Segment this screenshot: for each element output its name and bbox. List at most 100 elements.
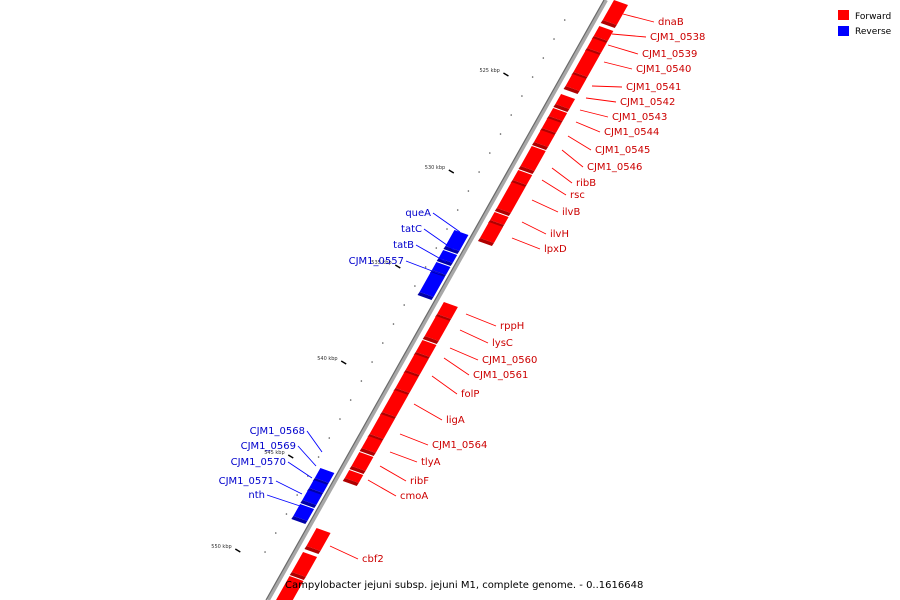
gene-label-leader bbox=[389, 451, 418, 463]
spacing-dot bbox=[296, 494, 298, 496]
gene-block bbox=[573, 50, 600, 77]
gene-label-leader bbox=[432, 212, 461, 233]
forward-gene-label: cmoA bbox=[400, 491, 428, 502]
forward-gene-label: CJM1_0544 bbox=[604, 127, 659, 138]
gene-label-leader bbox=[423, 228, 455, 251]
reverse-gene-label: CJM1_0568 bbox=[250, 426, 305, 437]
gene-label-leader bbox=[541, 179, 567, 196]
forward-gene-label: rppH bbox=[500, 321, 524, 332]
spacing-dot bbox=[328, 437, 331, 439]
gene-block bbox=[424, 316, 450, 341]
forward-gene-label: ribB bbox=[576, 178, 596, 189]
gene-block bbox=[520, 146, 546, 171]
gene-label-leader bbox=[367, 479, 397, 497]
gene-label-leader bbox=[297, 445, 317, 467]
gene-block bbox=[381, 390, 409, 417]
spacing-dot bbox=[456, 209, 459, 211]
forward-gene-label: CJM1_0546 bbox=[587, 162, 642, 173]
gene-block-edge bbox=[359, 448, 376, 456]
gene-block bbox=[445, 230, 469, 251]
gene-block-edge bbox=[422, 336, 439, 344]
genome-backbone bbox=[266, 0, 608, 600]
gene-block bbox=[548, 108, 568, 121]
gene-block bbox=[431, 262, 451, 275]
gene-label-leader bbox=[287, 461, 313, 479]
spacing-dot bbox=[317, 456, 320, 458]
reverse-gene-label: CJM1_0569 bbox=[241, 441, 296, 452]
gene-label-leader bbox=[551, 167, 573, 184]
spacing-dot bbox=[371, 361, 373, 363]
forward-gene-label: dnaB bbox=[658, 17, 684, 28]
spacing-dot bbox=[499, 133, 502, 135]
tick-mark bbox=[394, 264, 401, 269]
gene-block bbox=[415, 340, 437, 357]
spacing-dot bbox=[435, 247, 438, 249]
gene-block-edge bbox=[349, 466, 366, 474]
forward-gene-label: CJM1_0564 bbox=[432, 440, 487, 451]
gene-label-leader bbox=[575, 121, 601, 133]
gene-label-leader bbox=[443, 357, 470, 376]
spacing-dot bbox=[264, 551, 266, 553]
gene-block bbox=[293, 504, 315, 521]
forward-gene-label: cbf2 bbox=[362, 554, 384, 565]
gene-block-edge bbox=[291, 516, 308, 524]
gene-block-edge bbox=[436, 258, 453, 266]
gene-label-leader bbox=[329, 545, 359, 560]
reverse-gene-label: tatC bbox=[401, 224, 422, 235]
gene-block bbox=[314, 468, 335, 483]
gene-block-edge bbox=[553, 104, 570, 112]
gene-block bbox=[419, 272, 445, 297]
gene-label-leader bbox=[585, 97, 617, 103]
gene-block bbox=[586, 38, 607, 53]
gene-block-edge bbox=[289, 572, 306, 580]
gene-block bbox=[351, 452, 374, 471]
spacing-dot bbox=[446, 228, 448, 230]
gene-label-leader bbox=[266, 494, 301, 507]
forward-gene-label: ribF bbox=[410, 476, 429, 487]
tick-label: 525 kbp bbox=[479, 68, 499, 74]
forward-gene-label: CJM1_0540 bbox=[636, 64, 691, 75]
gene-block-edge bbox=[342, 478, 359, 486]
spacing-dot bbox=[424, 266, 427, 268]
gene-block bbox=[555, 94, 576, 109]
gene-block bbox=[496, 182, 526, 213]
spacing-dot bbox=[360, 380, 363, 382]
genome-backbone-edge bbox=[265, 0, 605, 600]
gene-block bbox=[490, 212, 509, 225]
gene-label-leader bbox=[611, 33, 647, 38]
forward-gene-label: CJM1_0541 bbox=[626, 82, 681, 93]
gene-block-edge bbox=[417, 292, 434, 300]
gene-block bbox=[565, 74, 587, 91]
gene-block-edge bbox=[300, 500, 317, 508]
gene-label-leader bbox=[531, 199, 559, 213]
spacing-dot bbox=[274, 532, 277, 534]
genome-caption: Campylobacter jejuni subsp. jejuni M1, c… bbox=[285, 580, 643, 591]
spacing-dot bbox=[349, 399, 352, 401]
forward-gene-label: CJM1_0560 bbox=[482, 355, 537, 366]
forward-gene-label: CJM1_0542 bbox=[620, 97, 675, 108]
spacing-dot bbox=[285, 513, 288, 515]
gene-block bbox=[369, 414, 395, 439]
spacing-dot bbox=[392, 323, 395, 325]
tick-label: 550 kbp bbox=[211, 544, 231, 550]
gene-label-leader bbox=[579, 109, 609, 118]
reverse-gene-label: CJM1_0571 bbox=[219, 476, 274, 487]
tick-mark bbox=[448, 169, 455, 174]
tick-label: 545 kbp bbox=[264, 450, 284, 456]
tick-mark bbox=[234, 548, 241, 553]
gene-block bbox=[344, 470, 364, 483]
spacing-dot bbox=[553, 38, 555, 40]
gene-block bbox=[512, 170, 533, 185]
gene-block-edge bbox=[532, 142, 549, 150]
gene-block bbox=[593, 26, 614, 41]
gene-label-leader bbox=[405, 260, 441, 275]
spacing-dot bbox=[403, 304, 405, 306]
forward-gene-label: CJM1_0545 bbox=[595, 145, 650, 156]
legend-reverse-label: Reverse bbox=[855, 27, 892, 37]
gene-label-leader bbox=[275, 480, 303, 495]
forward-gene-label: CJM1_0561 bbox=[473, 370, 528, 381]
reverse-gene-label: CJM1_0557 bbox=[349, 256, 404, 267]
forward-gene-label: ilvB bbox=[562, 207, 580, 218]
spacing-dot bbox=[531, 76, 534, 78]
